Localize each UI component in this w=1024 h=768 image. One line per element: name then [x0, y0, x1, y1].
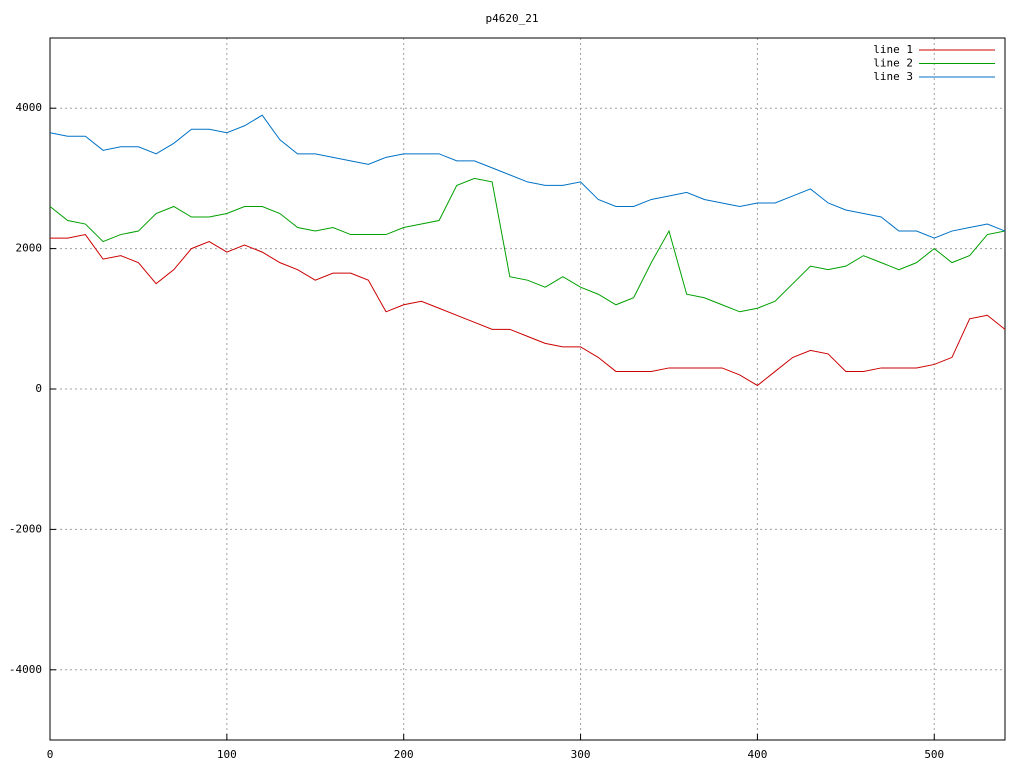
x-tick-label: 500 [924, 748, 944, 761]
y-tick-label: 4000 [16, 101, 43, 114]
y-tick-label: -2000 [9, 522, 42, 535]
y-tick-label: 0 [35, 382, 42, 395]
legend-label: line 1 [873, 43, 913, 56]
legend-label: line 3 [873, 70, 913, 83]
x-tick-label: 300 [571, 748, 591, 761]
series-line [49, 177, 1006, 313]
legend-label: line 2 [873, 57, 913, 70]
x-tick-label: 400 [747, 748, 767, 761]
y-tick-label: 2000 [16, 242, 43, 255]
plot-frame [49, 37, 1006, 741]
series-line [50, 234, 1006, 387]
x-tick-label: 0 [47, 748, 54, 761]
y-tick-label: -4000 [9, 663, 42, 676]
chart-title: p4620_21 [486, 12, 539, 25]
series-line [49, 114, 1006, 239]
x-tick-label: 200 [394, 748, 414, 761]
x-tick-label: 100 [217, 748, 237, 761]
